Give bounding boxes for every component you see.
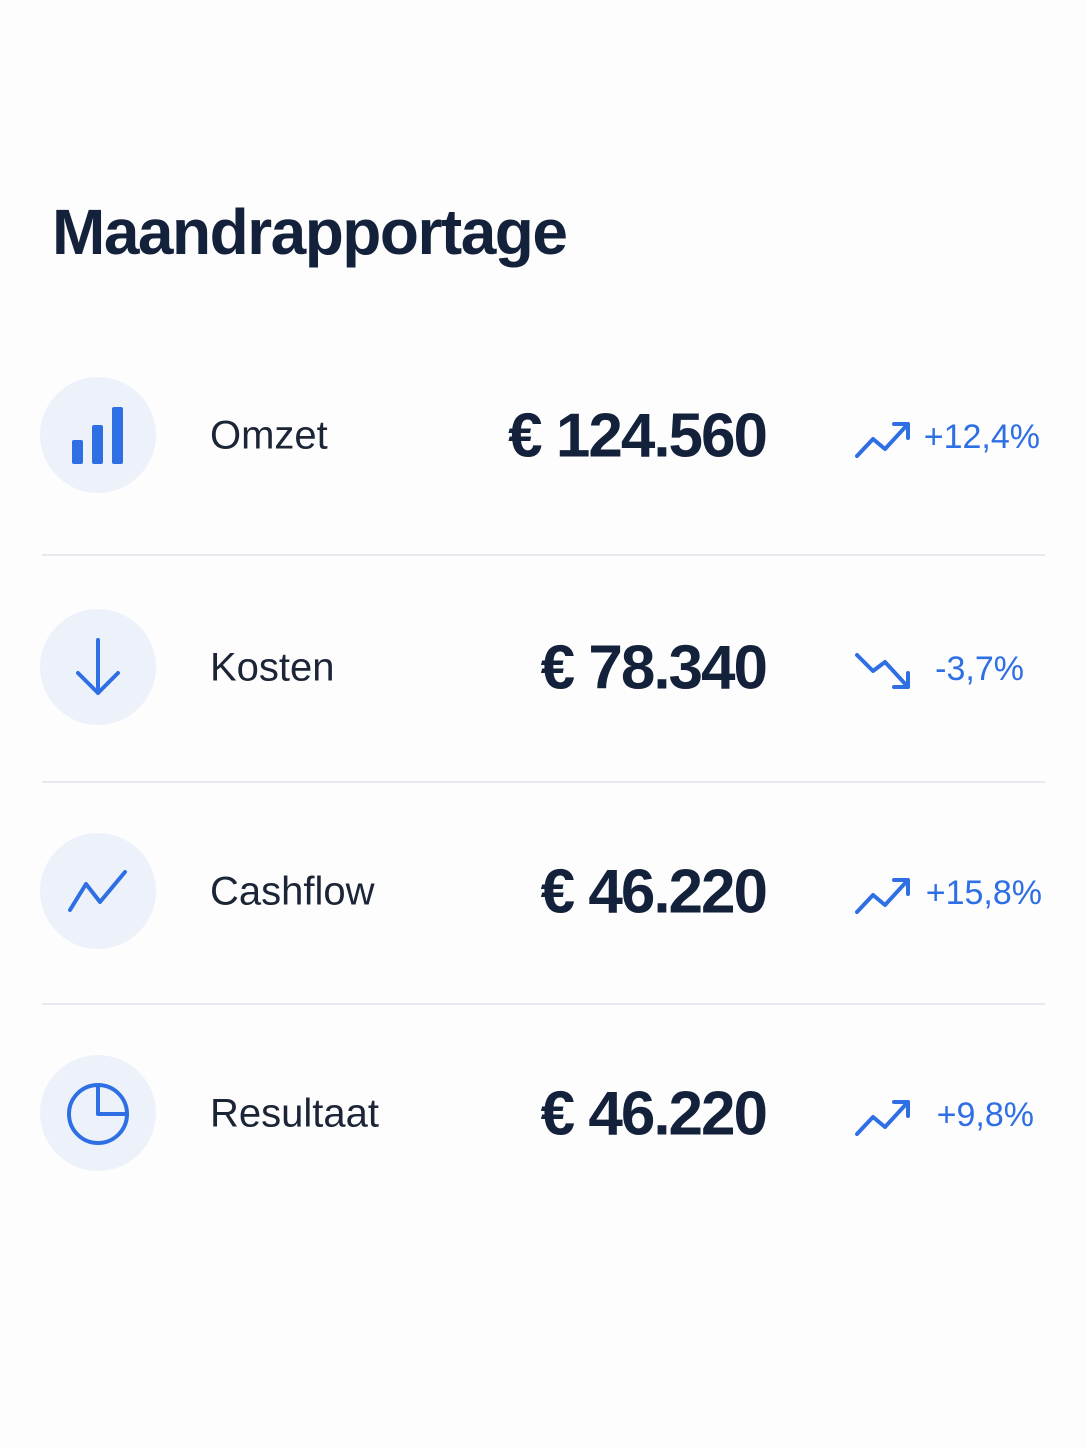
metric-change: +9,8% bbox=[937, 1096, 1034, 1134]
metric-change: +15,8% bbox=[926, 874, 1042, 912]
metric-row: Kosten € 78.340 -3,7% bbox=[40, 609, 1024, 725]
metric-change: -3,7% bbox=[935, 650, 1024, 688]
metric-label: Cashflow bbox=[210, 870, 375, 914]
trend-up-icon bbox=[855, 422, 910, 458]
metric-row: Resultaat € 46.220 +9,8% bbox=[40, 1055, 1034, 1171]
metric-row: Cashflow € 46.220 +15,8% bbox=[40, 833, 1042, 949]
trend-up-icon bbox=[855, 1100, 910, 1136]
metric-value: € 46.220 bbox=[541, 1079, 766, 1148]
metric-label: Kosten bbox=[210, 646, 335, 690]
arrow-down-icon bbox=[76, 638, 120, 695]
metric-row: Omzet € 124.560 +12,4% bbox=[40, 377, 1040, 493]
icon-bg bbox=[40, 833, 156, 949]
metric-change: +12,4% bbox=[924, 418, 1040, 456]
bar-icon bbox=[72, 407, 123, 464]
pie-icon bbox=[67, 1083, 129, 1145]
metric-value: € 46.220 bbox=[541, 857, 766, 926]
metric-value: € 124.560 bbox=[508, 401, 766, 470]
metric-label: Resultaat bbox=[210, 1092, 379, 1136]
line-icon bbox=[68, 870, 127, 912]
metric-label: Omzet bbox=[210, 414, 328, 458]
metric-value: € 78.340 bbox=[541, 633, 766, 702]
title: Maandrapportage bbox=[52, 196, 566, 268]
trend-up-icon bbox=[855, 878, 910, 914]
trend-down-icon bbox=[855, 653, 910, 689]
